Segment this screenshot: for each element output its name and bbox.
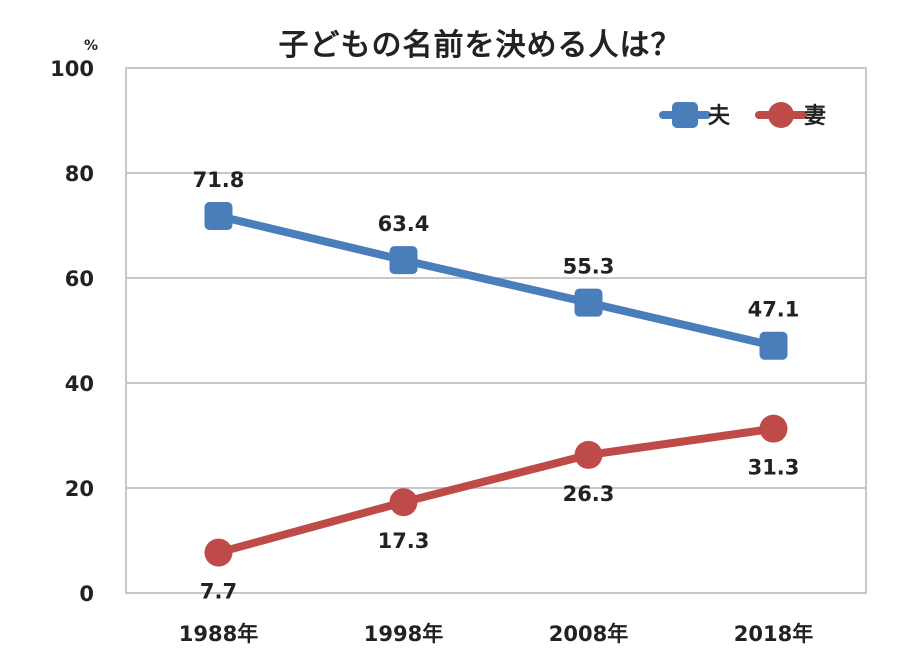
data-point xyxy=(759,414,788,443)
data-point xyxy=(389,488,418,517)
series-line xyxy=(214,212,778,350)
data-label: 47.1 xyxy=(748,298,800,322)
plot-area-border xyxy=(125,67,867,594)
legend-item: 妻 xyxy=(755,102,826,129)
legend-item: 夫 xyxy=(659,102,731,129)
data-point xyxy=(759,331,788,360)
x-tick-label: 2008年 xyxy=(549,622,628,646)
x-axis: 1988年 1998年 2008年 2018年 xyxy=(179,622,813,646)
data-label: 26.3 xyxy=(563,482,615,506)
y-axis: 0 20 40 60 80 100 xyxy=(50,57,94,606)
legend-marker xyxy=(768,102,794,128)
series-group: 71.8 63.4 55.3 47.1 7.7 17.3 26.3 31.3 xyxy=(193,168,800,604)
series-2: 7.7 17.3 26.3 31.3 xyxy=(200,414,800,604)
x-tick-label: 1998年 xyxy=(364,622,443,646)
y-tick-label: 20 xyxy=(65,477,94,501)
y-tick-label: 60 xyxy=(65,267,94,291)
data-label: 71.8 xyxy=(193,168,245,192)
y-tick-label: 40 xyxy=(65,372,94,396)
data-label: 7.7 xyxy=(200,580,237,604)
y-tick-label: 80 xyxy=(65,162,94,186)
series-1: 71.8 63.4 55.3 47.1 xyxy=(193,168,800,360)
data-point xyxy=(574,288,603,317)
data-point xyxy=(204,538,233,567)
legend-label: 夫 xyxy=(708,104,731,129)
data-label: 17.3 xyxy=(378,529,430,553)
x-tick-label: 1988年 xyxy=(179,622,258,646)
legend: 夫妻 xyxy=(659,102,826,129)
chart-title: 子どもの名前を決める人は？ xyxy=(279,28,682,63)
y-tick-label: 0 xyxy=(79,582,94,606)
legend-marker xyxy=(672,102,698,128)
data-point xyxy=(389,246,418,275)
data-label: 31.3 xyxy=(748,456,800,480)
y-tick-label: 100 xyxy=(50,57,94,81)
y-axis-unit: % xyxy=(84,38,98,54)
x-tick-label: 2018年 xyxy=(734,622,813,646)
legend-label: 妻 xyxy=(804,103,826,129)
data-point xyxy=(204,202,233,231)
data-label: 63.4 xyxy=(378,212,430,236)
data-label: 55.3 xyxy=(563,255,615,279)
series-line xyxy=(214,424,778,557)
data-point xyxy=(574,440,603,469)
